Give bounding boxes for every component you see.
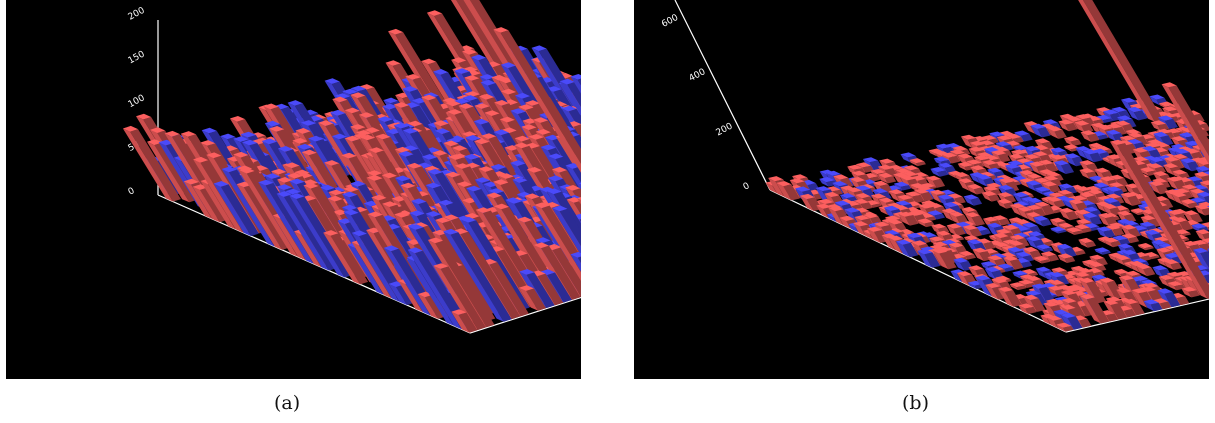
bar <box>1054 160 1075 174</box>
bar <box>1110 139 1209 299</box>
bar <box>957 161 975 171</box>
bar <box>1064 136 1082 146</box>
bar <box>998 286 1022 307</box>
bar <box>776 181 800 201</box>
bar <box>909 158 926 167</box>
bar <box>917 249 941 268</box>
bar <box>570 74 581 94</box>
bar <box>570 251 581 272</box>
bar <box>1161 82 1209 165</box>
bar <box>1137 243 1154 251</box>
bar <box>1009 282 1027 291</box>
z-tick-label: 0 <box>742 181 752 193</box>
bar <box>1030 123 1051 138</box>
bar <box>407 247 470 330</box>
bar <box>451 309 478 333</box>
bar <box>1127 106 1147 121</box>
bar <box>1041 251 1059 262</box>
bar <box>1074 120 1094 133</box>
bar <box>1018 303 1037 314</box>
bar <box>1181 286 1200 298</box>
bar <box>1207 248 1209 253</box>
bar <box>981 191 1000 202</box>
bar <box>559 78 581 116</box>
bar <box>1163 259 1182 270</box>
bar <box>1140 167 1158 176</box>
bar <box>878 172 897 184</box>
caption-a: (a) <box>274 392 301 414</box>
axes <box>674 0 1209 333</box>
bar <box>323 230 369 285</box>
bar <box>1058 119 1078 132</box>
bar <box>1150 120 1170 132</box>
bar <box>1120 192 1141 206</box>
bar <box>997 192 1017 204</box>
bar <box>1094 247 1111 255</box>
bar <box>518 285 547 311</box>
bar <box>1056 322 1074 332</box>
bar <box>565 163 581 191</box>
bar <box>1050 226 1067 234</box>
bar <box>1036 244 1054 253</box>
bar <box>1066 227 1083 235</box>
bar <box>122 125 181 202</box>
bar <box>991 150 1011 163</box>
bar <box>895 239 919 258</box>
bar <box>898 211 919 226</box>
bar <box>1082 149 1103 163</box>
bar <box>493 27 581 173</box>
bar <box>534 202 581 281</box>
bar <box>925 175 946 188</box>
bar <box>1078 0 1164 122</box>
bar <box>443 228 512 322</box>
bar <box>1046 196 1066 208</box>
z-axis-line <box>674 0 771 191</box>
bar <box>1167 281 1185 291</box>
bar <box>1195 229 1209 242</box>
bar <box>552 205 581 255</box>
bar <box>963 194 983 206</box>
bar <box>982 159 1000 170</box>
bar <box>1057 253 1076 263</box>
bar <box>1079 294 1110 324</box>
bar <box>1080 130 1100 142</box>
bar <box>1194 204 1209 216</box>
bar <box>930 167 949 177</box>
chart-panel-b: 0 200 400 600 <box>634 0 1209 379</box>
bar <box>932 248 957 270</box>
bar <box>1047 126 1067 139</box>
bar <box>1059 207 1079 221</box>
bar <box>962 224 982 238</box>
caption-b: (b) <box>902 392 929 414</box>
bar <box>1096 226 1116 238</box>
bar <box>577 196 581 205</box>
bars <box>122 0 581 333</box>
z-tick-label: 0 <box>127 186 137 198</box>
bars <box>765 0 1209 332</box>
y-axis-line <box>1065 298 1209 333</box>
bar <box>967 184 986 195</box>
bar <box>1143 299 1163 312</box>
bar <box>1136 264 1156 277</box>
bar <box>1078 237 1097 248</box>
x-axis-line <box>769 189 1067 333</box>
bar <box>578 182 581 188</box>
bar <box>213 181 259 237</box>
chart-panel-a: 0 50 100 150 200 <box>6 0 581 379</box>
bar <box>976 174 996 187</box>
bar <box>946 223 966 236</box>
bar <box>1208 242 1209 245</box>
y-axis-line <box>469 296 581 334</box>
bar <box>1033 215 1052 227</box>
bar <box>964 212 985 226</box>
bar <box>1033 255 1051 264</box>
